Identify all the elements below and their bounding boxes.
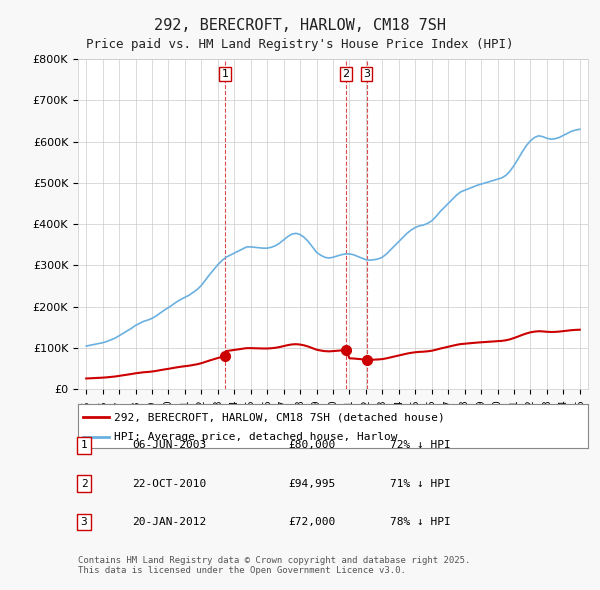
- Text: 78% ↓ HPI: 78% ↓ HPI: [390, 517, 451, 527]
- Text: HPI: Average price, detached house, Harlow: HPI: Average price, detached house, Harl…: [114, 432, 397, 442]
- Text: 292, BERECROFT, HARLOW, CM18 7SH (detached house): 292, BERECROFT, HARLOW, CM18 7SH (detach…: [114, 412, 445, 422]
- Text: 1: 1: [80, 441, 88, 450]
- Text: 2: 2: [343, 69, 350, 79]
- Text: Price paid vs. HM Land Registry's House Price Index (HPI): Price paid vs. HM Land Registry's House …: [86, 38, 514, 51]
- Text: 3: 3: [80, 517, 88, 527]
- Text: 71% ↓ HPI: 71% ↓ HPI: [390, 479, 451, 489]
- Text: £80,000: £80,000: [288, 441, 335, 450]
- Text: 72% ↓ HPI: 72% ↓ HPI: [390, 441, 451, 450]
- Text: 292, BERECROFT, HARLOW, CM18 7SH: 292, BERECROFT, HARLOW, CM18 7SH: [154, 18, 446, 32]
- Text: 2: 2: [80, 479, 88, 489]
- Text: Contains HM Land Registry data © Crown copyright and database right 2025.
This d: Contains HM Land Registry data © Crown c…: [78, 556, 470, 575]
- Text: £94,995: £94,995: [288, 479, 335, 489]
- Text: 1: 1: [221, 69, 229, 79]
- Text: 20-JAN-2012: 20-JAN-2012: [132, 517, 206, 527]
- Text: 22-OCT-2010: 22-OCT-2010: [132, 479, 206, 489]
- Text: 06-JUN-2003: 06-JUN-2003: [132, 441, 206, 450]
- Text: £72,000: £72,000: [288, 517, 335, 527]
- Text: 3: 3: [363, 69, 370, 79]
